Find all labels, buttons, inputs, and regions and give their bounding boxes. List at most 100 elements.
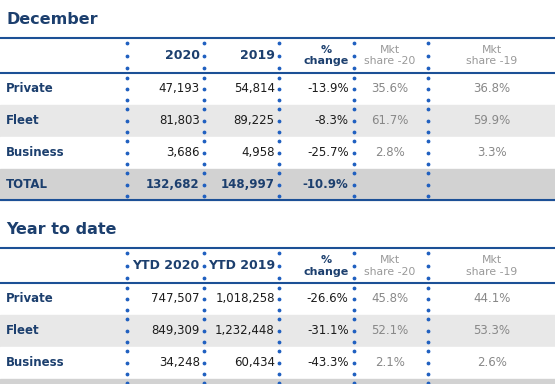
Text: -26.6%: -26.6% [307,293,349,305]
Point [424,380,433,384]
Text: 81,803: 81,803 [159,114,200,127]
Point [122,129,131,135]
Point [274,307,283,313]
Point [200,348,209,354]
Point [200,170,209,176]
Point [122,149,131,156]
Point [122,328,131,334]
Point [274,106,283,113]
Point [424,86,433,92]
Bar [0,73,555,105]
Point [200,40,209,46]
Point [122,40,131,46]
Point [424,53,433,59]
Point [349,53,358,59]
Text: 4,958: 4,958 [241,146,275,159]
Point [424,149,433,156]
Point [424,348,433,354]
Text: 54,814: 54,814 [234,83,275,95]
Point [274,296,283,302]
Point [424,97,433,103]
Text: Private: Private [6,83,53,95]
Text: 2019: 2019 [240,49,275,62]
Point [424,129,433,135]
Point [424,339,433,345]
Point [200,129,209,135]
Text: 3,686: 3,686 [166,146,200,159]
Bar [0,169,555,200]
Point [274,170,283,176]
Point [424,307,433,313]
Point [122,380,131,384]
Point [424,193,433,199]
Point [424,170,433,176]
Point [200,193,209,199]
Text: -25.7%: -25.7% [307,146,349,159]
Point [424,161,433,167]
Text: Mkt
share -19: Mkt share -19 [466,45,517,66]
Text: 747,507: 747,507 [152,293,200,305]
Text: Mkt
share -20: Mkt share -20 [365,45,416,66]
Point [274,359,283,366]
Point [349,138,358,144]
Point [349,348,358,354]
Point [200,275,209,281]
Bar [0,38,555,73]
Point [122,339,131,345]
Point [274,74,283,81]
Point [274,65,283,71]
Point [349,263,358,269]
Point [349,170,358,176]
Point [200,106,209,113]
Point [274,285,283,291]
Point [274,380,283,384]
Point [200,296,209,302]
Point [424,275,433,281]
Text: 2.1%: 2.1% [375,356,405,369]
Point [200,97,209,103]
Point [200,181,209,187]
Point [424,359,433,366]
Text: 849,309: 849,309 [152,324,200,337]
Point [424,296,433,302]
Point [274,129,283,135]
Point [122,193,131,199]
Point [200,118,209,124]
Point [122,275,131,281]
Point [424,263,433,269]
Text: TOTAL: TOTAL [6,178,48,191]
Point [122,106,131,113]
Text: 59.9%: 59.9% [473,114,511,127]
Point [349,307,358,313]
Point [200,161,209,167]
Text: 45.8%: 45.8% [372,293,408,305]
Point [200,138,209,144]
Point [424,181,433,187]
Bar [0,379,555,384]
Text: -31.1%: -31.1% [307,324,349,337]
Point [122,359,131,366]
Point [200,263,209,269]
Point [274,193,283,199]
Text: -10.9%: -10.9% [303,178,349,191]
Point [200,339,209,345]
Point [122,316,131,323]
Point [122,118,131,124]
Bar [0,137,555,169]
Point [349,193,358,199]
Text: 89,225: 89,225 [234,114,275,127]
Text: 47,193: 47,193 [159,83,200,95]
Point [424,40,433,46]
Text: Business: Business [6,356,64,369]
Point [274,86,283,92]
Point [200,328,209,334]
Point [122,263,131,269]
Text: -13.9%: -13.9% [307,83,349,95]
Point [349,296,358,302]
Text: %
change: % change [303,255,349,276]
Point [122,74,131,81]
Text: 2.8%: 2.8% [375,146,405,159]
Point [349,161,358,167]
Point [274,348,283,354]
Point [424,74,433,81]
